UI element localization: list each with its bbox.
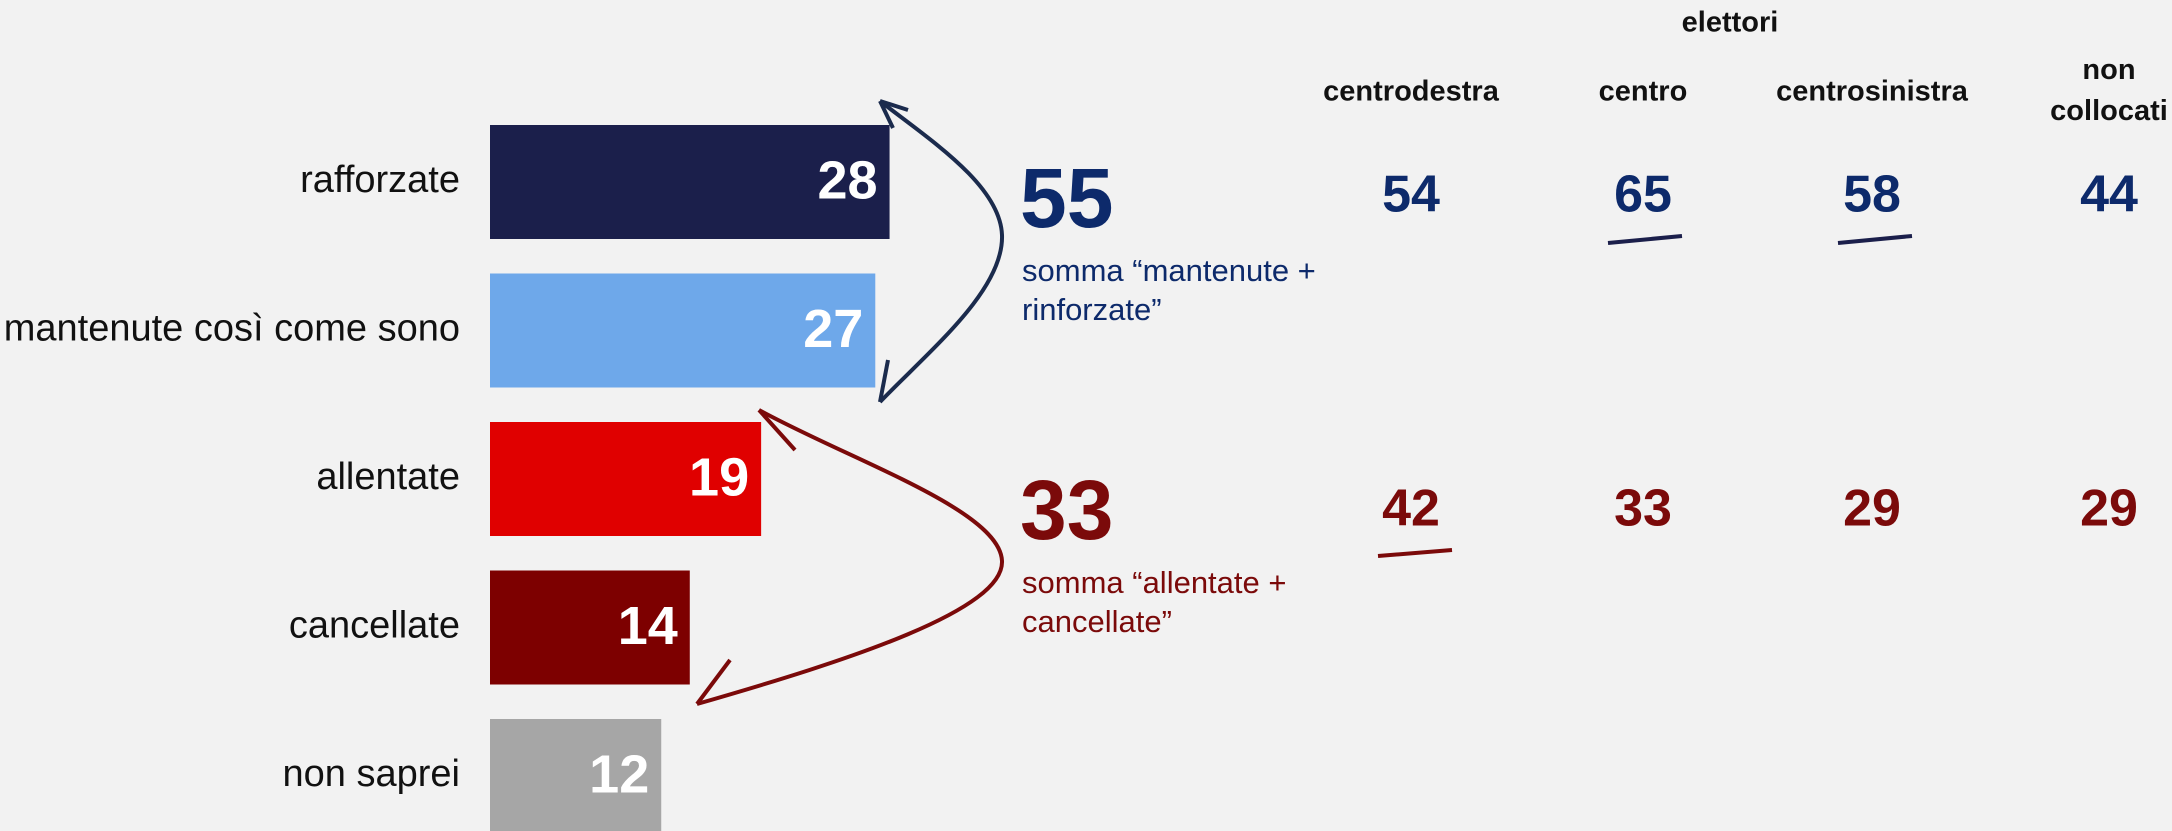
navy-arrowhead — [878, 359, 890, 403]
cell-value: 42 — [1382, 480, 1440, 538]
column-header: centro — [1599, 76, 1688, 108]
column-header-line: non — [2082, 54, 2135, 86]
category-label: rafforzate — [300, 159, 460, 201]
underline — [1377, 548, 1453, 558]
underline — [1837, 234, 1913, 245]
sum-value: 33 — [1020, 463, 1113, 557]
bar — [490, 570, 690, 685]
bar — [490, 273, 876, 388]
category-label: mantenute così come sono — [4, 308, 460, 350]
bar — [490, 125, 890, 239]
cell-value: 58 — [1843, 166, 1901, 224]
category-label: allentate — [316, 456, 460, 498]
value-label: 28 — [817, 150, 877, 210]
column-header: non collocati — [2050, 54, 2168, 127]
category-label: non saprei — [283, 753, 460, 795]
bar — [490, 422, 762, 536]
sum-label: cancellate” — [1022, 604, 1172, 639]
breakdown-title: elettori — [1682, 7, 1779, 39]
sum-label: somma “allentate + — [1022, 565, 1286, 600]
navy-arrowhead — [878, 99, 909, 129]
cell-value: 29 — [2080, 480, 2138, 538]
column-header-line: collocati — [2050, 95, 2168, 127]
value-label: 12 — [589, 744, 649, 804]
red-arrowhead — [695, 658, 732, 706]
sum-label: rinforzate” — [1022, 292, 1162, 327]
sum-value: 55 — [1020, 151, 1113, 245]
red-arrowhead — [757, 408, 797, 452]
value-label: 27 — [803, 299, 863, 359]
category-label: cancellate — [289, 605, 460, 647]
bar — [490, 719, 662, 831]
cell-value: 65 — [1614, 166, 1672, 224]
red-arrow — [696, 408, 1005, 706]
value-label: 14 — [618, 596, 678, 656]
column-header: centrosinistra — [1776, 76, 1969, 108]
column-header: centrodestra — [1323, 76, 1500, 108]
cell-value: 29 — [1843, 480, 1901, 538]
cell-value: 33 — [1614, 480, 1672, 538]
sum-label: somma “mantenute + — [1022, 253, 1316, 288]
value-label: 19 — [689, 447, 749, 507]
navy-arrow — [878, 99, 1005, 404]
underline — [1607, 234, 1683, 245]
cell-value: 54 — [1382, 166, 1440, 224]
cell-value: 44 — [2080, 166, 2138, 224]
